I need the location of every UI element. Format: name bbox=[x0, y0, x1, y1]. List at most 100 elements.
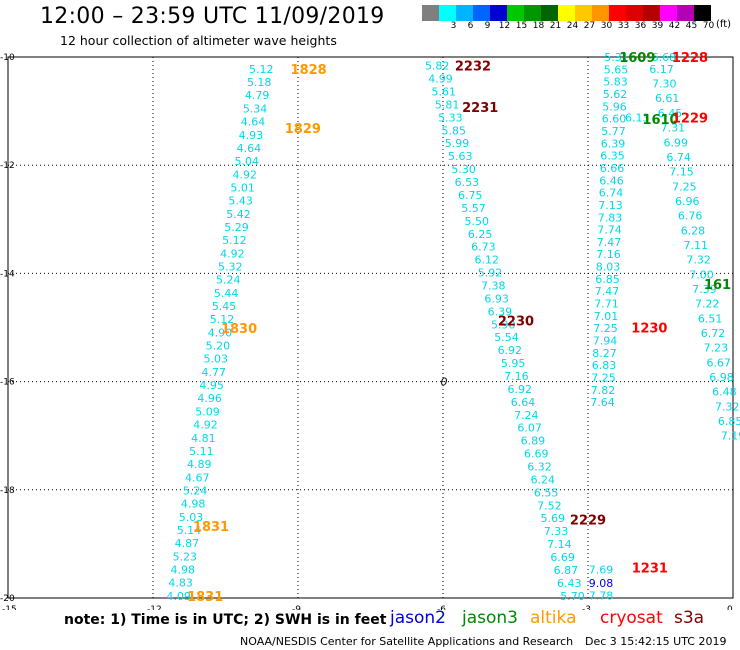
swh-value: 6.28 bbox=[681, 224, 706, 237]
colorbar-label: 18 bbox=[532, 21, 545, 31]
swh-value: 6.53 bbox=[455, 176, 480, 189]
swh-value: 4.83 bbox=[168, 577, 193, 590]
swh-value: 6.35 bbox=[600, 150, 625, 163]
colorbar-swatch bbox=[694, 5, 711, 21]
swh-value: 6.89 bbox=[521, 435, 546, 448]
swh-value: 7.47 bbox=[597, 236, 622, 249]
colorbar-swatch bbox=[643, 5, 660, 21]
swh-value: 4.92 bbox=[193, 419, 218, 432]
swh-value: 5.70 bbox=[560, 590, 585, 603]
swh-value: 7.39 bbox=[692, 283, 717, 296]
pass-time-label: 1831 bbox=[193, 520, 229, 535]
swh-value: 5.04 bbox=[235, 155, 260, 168]
swh-value: 6.45 bbox=[658, 107, 683, 120]
satellite-s3a-label: s3a bbox=[674, 608, 705, 628]
y-tick-label: -12 bbox=[0, 161, 15, 171]
swh-value: 5.30 bbox=[451, 163, 476, 176]
swh-value: 4.79 bbox=[245, 89, 270, 102]
swh-value: 8.03 bbox=[596, 261, 621, 274]
pass-time-label: 2231 bbox=[462, 101, 498, 116]
satellite-cryosat-label: cryosat bbox=[600, 608, 663, 628]
swh-value: 5.92 bbox=[478, 267, 503, 280]
swh-value: 5.33 bbox=[438, 111, 463, 124]
colorbar-swatch bbox=[609, 5, 626, 21]
pass-time-label: 2232 bbox=[455, 60, 491, 75]
footer-timestamp: Dec 3 15:42:15 UTC 2019 bbox=[585, 635, 727, 648]
pass-time-label: 1830 bbox=[221, 322, 257, 337]
swh-value: 4.77 bbox=[201, 366, 226, 379]
swh-value: 6.96 bbox=[675, 195, 700, 208]
swh-value: 7.01 bbox=[594, 310, 619, 323]
swh-value: 5.85 bbox=[441, 124, 466, 137]
swh-value: 5.69 bbox=[540, 512, 565, 525]
swh-value: 7.69 bbox=[589, 563, 614, 576]
colorbar-label: 33 bbox=[617, 21, 630, 31]
swh-value: 6.76 bbox=[678, 210, 703, 223]
colorbar-swatch bbox=[541, 5, 558, 21]
swh-value: 4.87 bbox=[175, 537, 200, 550]
pass-time-label: 1829 bbox=[285, 122, 321, 137]
swh-value: 5.77 bbox=[601, 125, 626, 138]
colorbar-swatch bbox=[490, 5, 507, 21]
colorbar-label: 3 bbox=[450, 21, 457, 31]
swh-value: 6.07 bbox=[517, 422, 542, 435]
swh-value: 6.98 bbox=[709, 371, 734, 384]
swh-value: 6.48 bbox=[712, 386, 737, 399]
swh-value: 5.96 bbox=[602, 100, 627, 113]
swh-value: 6.24 bbox=[531, 473, 556, 486]
swh-value: 7.16 bbox=[504, 370, 529, 383]
swh-value: 7.74 bbox=[597, 224, 622, 237]
pass-time-label: 1831 bbox=[187, 590, 223, 605]
pass-time-label: 1228 bbox=[672, 51, 708, 66]
map-subtitle: 12 hour collection of altimeter wave hei… bbox=[60, 33, 337, 48]
swh-value: 6.51 bbox=[698, 312, 723, 325]
swh-value: 7.64 bbox=[590, 396, 615, 409]
colorbar-label: 36 bbox=[634, 21, 647, 31]
swh-value: 6.46 bbox=[599, 174, 624, 187]
colorbar-label: 45 bbox=[685, 21, 698, 31]
swh-value: 7.83 bbox=[598, 211, 623, 224]
swh-value: 5.12 bbox=[249, 63, 274, 76]
colorbar-swatch bbox=[439, 5, 456, 21]
map-frame bbox=[7, 56, 734, 599]
swh-value: 7.00 bbox=[689, 268, 714, 281]
swh-value: 6.92 bbox=[507, 383, 532, 396]
swh-value: 7.13 bbox=[598, 199, 623, 212]
colorbar-label: 24 bbox=[566, 21, 579, 31]
map-title: 12:00 – 23:59 UTC 11/09/2019 bbox=[40, 4, 385, 29]
swh-value: 6.92 bbox=[498, 344, 523, 357]
swh-value: 7.52 bbox=[537, 499, 562, 512]
swh-value: 5.63 bbox=[448, 150, 473, 163]
colorbar-label: 70 bbox=[702, 21, 715, 31]
swh-value: 5.12 bbox=[222, 234, 247, 247]
swh-value: 5.81 bbox=[435, 98, 460, 111]
x-tick-label: -12 bbox=[147, 605, 162, 610]
swh-value: 5.23 bbox=[173, 550, 198, 563]
swh-value: 5.12 bbox=[210, 313, 235, 326]
swh-value: 8.27 bbox=[592, 347, 617, 360]
swh-value: 7.32 bbox=[686, 254, 711, 267]
swh-value: 6.12 bbox=[474, 254, 499, 267]
swh-value: 6.64 bbox=[511, 396, 536, 409]
swh-value: 5.31 bbox=[604, 51, 629, 64]
y-tick-label: -16 bbox=[0, 378, 15, 388]
colorbar-swatch bbox=[456, 5, 473, 21]
colorbar-label: 42 bbox=[668, 21, 681, 31]
swh-value: 5.62 bbox=[603, 88, 628, 101]
pass-time-label: 161 bbox=[704, 278, 731, 293]
satellite-altika-label: altika bbox=[530, 608, 577, 628]
swh-value: 5.24 bbox=[183, 484, 208, 497]
swh-value: 6.61 bbox=[655, 92, 680, 105]
swh-value: 9.08 bbox=[589, 577, 614, 590]
swh-value: 7.19 bbox=[721, 430, 740, 443]
pass-time-label: 1231 bbox=[632, 562, 668, 577]
colorbar-label: 27 bbox=[583, 21, 596, 31]
swh-value: 7.38 bbox=[481, 279, 506, 292]
swh-value: 6.43 bbox=[557, 577, 582, 590]
colorbar-swatch bbox=[422, 5, 439, 21]
pass-time-label: 1229 bbox=[672, 112, 708, 127]
swh-value: 4.98 bbox=[181, 498, 206, 511]
swh-value: 7.22 bbox=[695, 298, 720, 311]
swh-value: 7.78 bbox=[589, 589, 614, 602]
pass-time-label: 2229 bbox=[570, 514, 606, 529]
